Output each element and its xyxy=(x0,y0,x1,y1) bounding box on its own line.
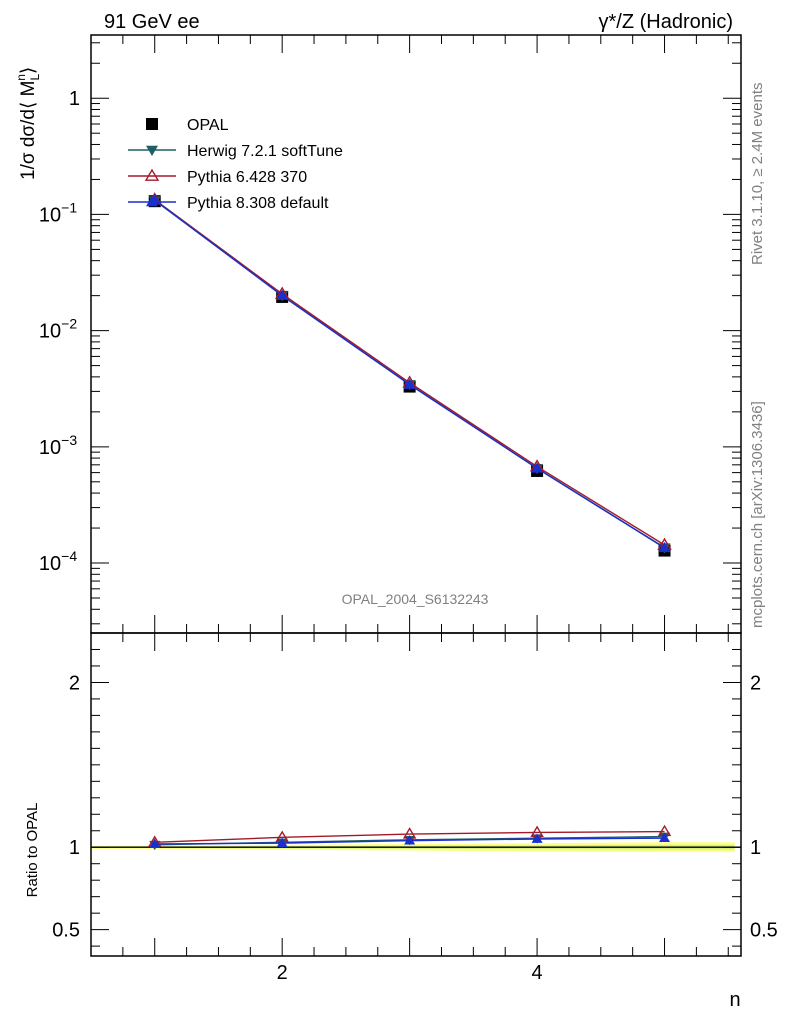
rivet-label: Rivet 3.1.10, ≥ 2.4M events xyxy=(749,83,766,266)
data-point xyxy=(276,289,289,300)
ratio-ytick-label-right: 0.5 xyxy=(750,920,778,942)
data-point xyxy=(146,145,158,156)
legend: OPAL Herwig 7.2.1 softTune Pythia 6.428 37… xyxy=(128,117,343,212)
ratio-ylabel: Ratio to OPAL xyxy=(24,803,41,898)
main-ylabel: 1/σ dσ/d⟨ MLn⟩ xyxy=(14,67,42,180)
series-line xyxy=(154,199,665,549)
data-point xyxy=(404,835,416,845)
ratio-xtick-label: 2 xyxy=(277,962,288,984)
svg-text:1/σ dσ/d⟨ MLn⟩: 1/σ dσ/d⟨ MLn⟩ xyxy=(14,67,42,180)
ratio-xtick-label: 4 xyxy=(532,962,543,984)
legend-entry: OPAL xyxy=(146,117,229,134)
series-2 xyxy=(147,192,672,550)
data-point xyxy=(146,196,158,207)
data-point xyxy=(149,838,161,848)
ratio-ytick-label-right: 1 xyxy=(750,837,761,859)
main-ytick-label: 1 xyxy=(69,88,80,110)
ratio-ytick-label-left: 2 xyxy=(69,672,80,694)
legend-label: Pythia 8.308 default xyxy=(187,195,329,212)
analysis-watermark: OPAL_2004_S6132243 xyxy=(342,591,489,607)
ratio-series-2 xyxy=(149,832,671,848)
data-point xyxy=(146,118,158,130)
data-point xyxy=(403,378,416,389)
header-right: γ*/Z (Hadronic) xyxy=(599,11,733,33)
main-ytick-label: 10−2 xyxy=(39,316,77,343)
main-ytick-label: 10−4 xyxy=(39,548,77,575)
ratio-ytick-label-right: 2 xyxy=(750,672,761,694)
legend-entry: Herwig 7.2.1 softTune xyxy=(128,143,343,160)
legend-entry: Pythia 8.308 default xyxy=(128,195,329,212)
series-line xyxy=(154,199,665,549)
data-point xyxy=(659,832,671,843)
data-point xyxy=(658,541,671,553)
x-axis-label: n xyxy=(729,989,740,1011)
data-point xyxy=(144,168,160,181)
ratio-ytick-label-left: 1 xyxy=(69,837,80,859)
ratio-line xyxy=(154,830,665,843)
legend-entry: Pythia 6.428 370 xyxy=(128,168,307,186)
legend-label: OPAL xyxy=(187,117,229,134)
main-ytick-label: 10−1 xyxy=(39,199,77,226)
data-point xyxy=(531,462,544,473)
mcplots-label: mcplots.cern.ch [arXiv:1306.3436] xyxy=(749,401,766,628)
main-ytick-label: 10−3 xyxy=(39,432,77,459)
data-point xyxy=(531,833,543,843)
ratio-ytick-label-left: 0.5 xyxy=(52,920,80,942)
ratio-panel: 2 4 0.5 0.5 1 1 2 2 xyxy=(52,632,778,984)
series-3 xyxy=(148,194,671,553)
ratio-frame xyxy=(90,632,742,957)
series-line xyxy=(154,199,665,546)
legend-label: Herwig 7.2.1 softTune xyxy=(187,143,343,160)
legend-label: Pythia 6.428 370 xyxy=(187,169,307,186)
data-point xyxy=(276,837,288,847)
header-left: 91 GeV ee xyxy=(104,11,200,33)
main-panel: 10−4 10−3 10−2 10−1 1 xyxy=(39,34,742,634)
